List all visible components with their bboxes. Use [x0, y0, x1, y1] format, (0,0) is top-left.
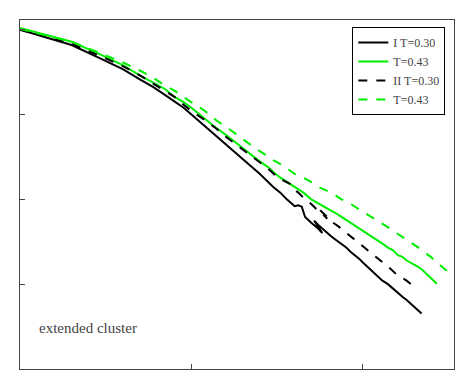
svg-text:T=0.43: T=0.43: [393, 55, 428, 69]
svg-text:T=0.43: T=0.43: [393, 93, 428, 107]
svg-text:I T=0.30: I T=0.30: [393, 36, 435, 50]
svg-text:II T=0.30: II T=0.30: [393, 74, 439, 88]
svg-text:extended cluster: extended cluster: [39, 320, 137, 336]
